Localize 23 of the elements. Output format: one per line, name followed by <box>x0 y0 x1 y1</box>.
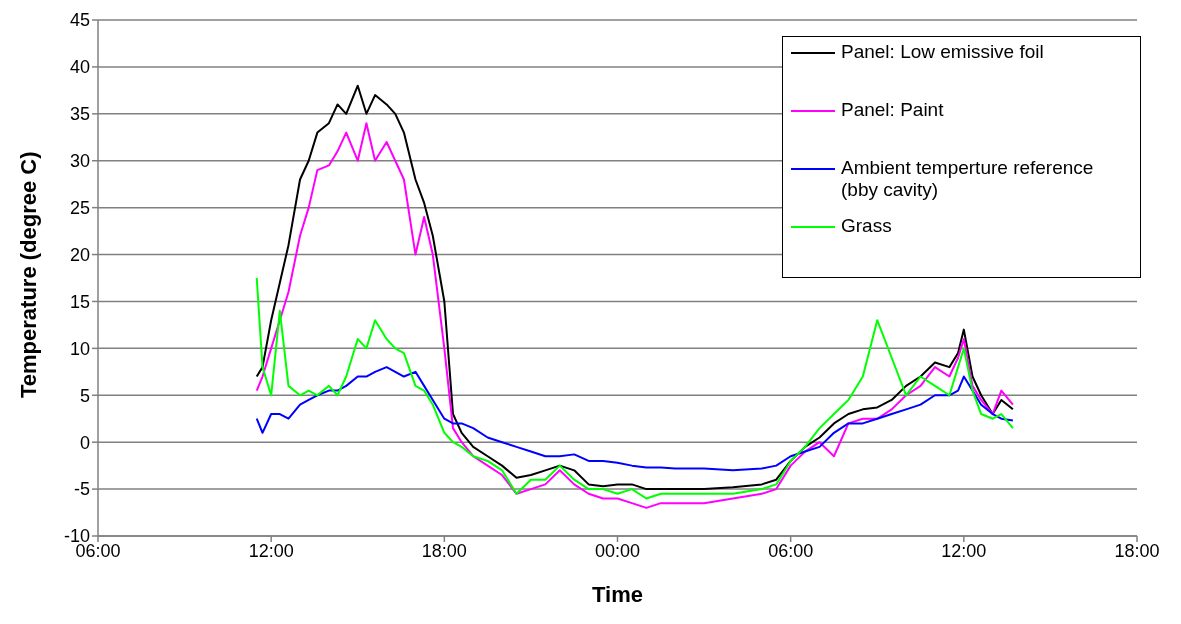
y-tick-label: 10 <box>69 338 90 359</box>
x-tick-label: 06:00 <box>768 540 814 561</box>
x-tick-label: 12:00 <box>248 540 294 561</box>
y-axis-title: Temperature (degree C) <box>15 151 41 398</box>
y-tick-label: 20 <box>69 244 90 265</box>
legend-label: Grass <box>841 215 892 237</box>
x-tick-label: 12:00 <box>941 540 987 561</box>
y-tick-label: -5 <box>73 479 90 500</box>
y-tick-label: 30 <box>69 151 90 172</box>
x-tick-label: 00:00 <box>594 540 641 561</box>
legend-label: Ambient temperture reference (bby cavity) <box>841 157 1095 201</box>
y-tick-label: 40 <box>69 57 90 78</box>
y-tick-label: 15 <box>69 291 90 312</box>
x-tick-label: 18:00 <box>421 540 467 561</box>
x-axis-title: Time <box>592 582 643 607</box>
y-tick-label: 5 <box>79 385 90 406</box>
legend-label: Panel: Low emissive foil <box>841 41 1044 63</box>
y-tick-label: 25 <box>69 198 90 219</box>
x-tick-label: 18:00 <box>1114 540 1160 561</box>
y-tick-label: 0 <box>79 432 90 453</box>
y-tick-label: 35 <box>69 104 90 125</box>
y-tick-label: 45 <box>69 10 90 31</box>
legend-label: Panel: Paint <box>841 99 944 121</box>
